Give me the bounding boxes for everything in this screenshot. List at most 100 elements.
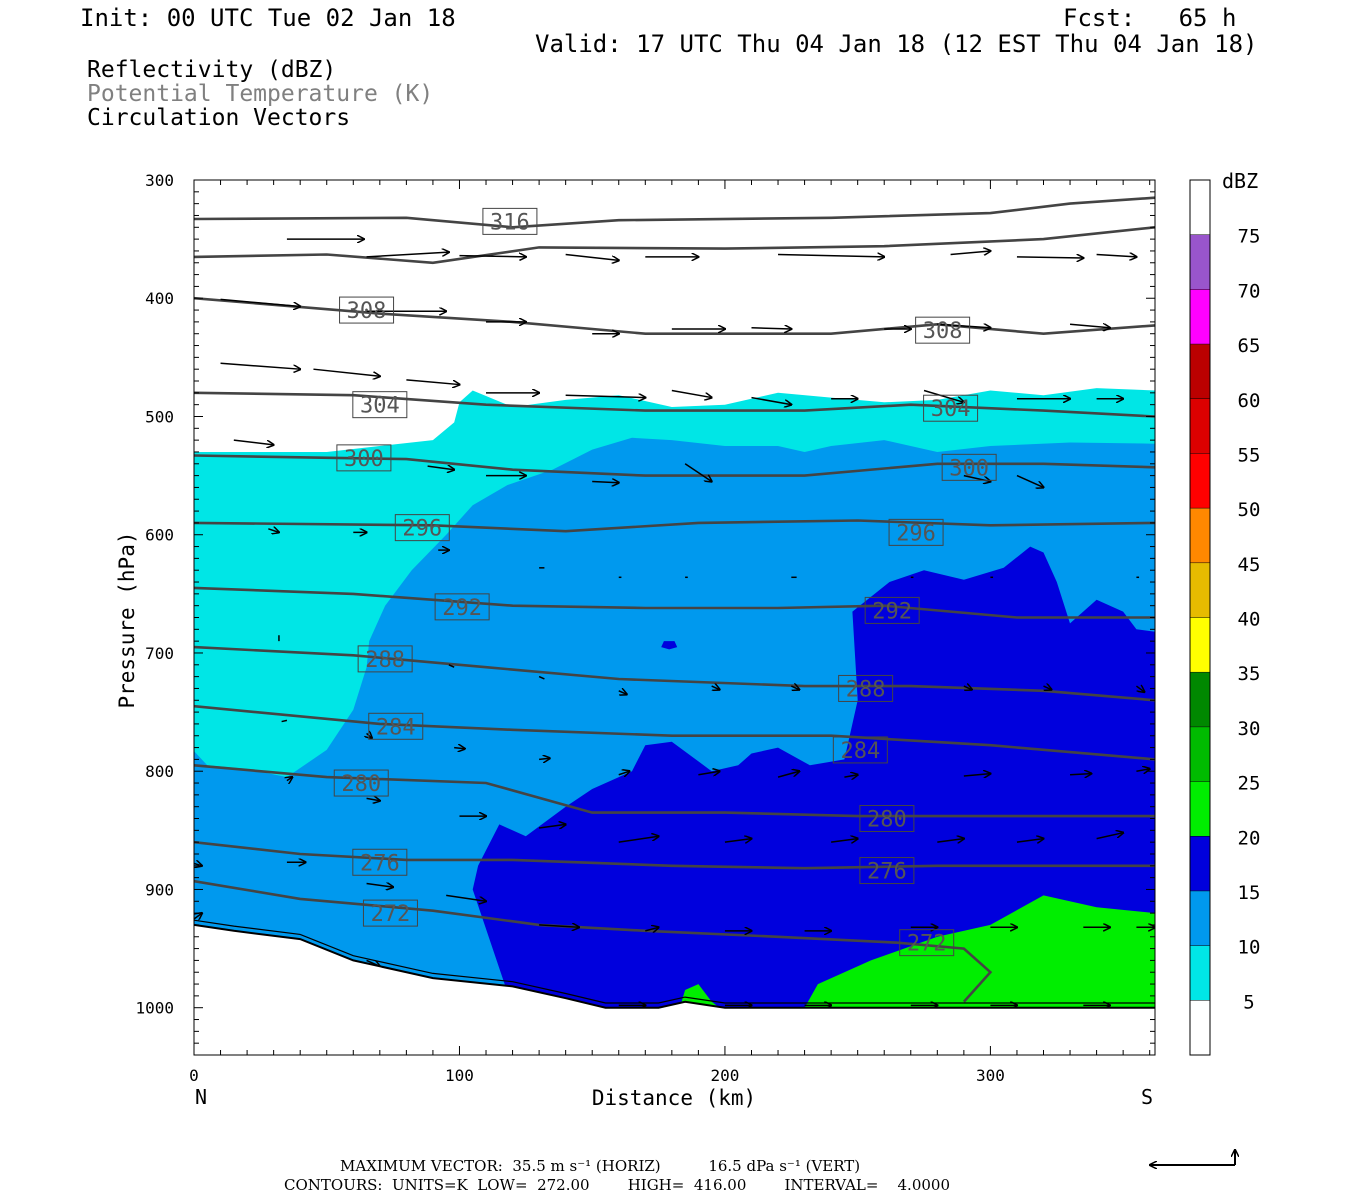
circulation-vector	[194, 863, 202, 865]
y-tick-label: 600	[145, 526, 174, 545]
x-axis-label: Distance (km)	[592, 1086, 756, 1110]
contour-label-304: 304	[923, 394, 979, 422]
circulation-vector	[831, 839, 858, 843]
colorbar-swatch	[1190, 234, 1210, 290]
circulation-vector	[645, 927, 658, 931]
colorbar-tick-label: 50	[1238, 499, 1261, 521]
svg-text:292: 292	[442, 596, 482, 621]
reference-vector-icon	[1150, 1150, 1235, 1165]
circulation-vector	[1096, 833, 1124, 840]
circulation-vector	[459, 256, 525, 257]
circulation-vector	[1069, 324, 1110, 328]
contour-label-288: 288	[838, 674, 894, 702]
contour-label-272: 272	[362, 899, 418, 927]
theta-contour-300	[194, 454, 1155, 477]
circulation-vector	[950, 251, 991, 255]
colorbar-swatch	[1190, 508, 1210, 563]
colorbar-tick-label: 60	[1238, 390, 1261, 412]
colorbar-swatch	[1190, 617, 1210, 673]
colorbar-tick-label: 30	[1238, 718, 1261, 740]
colorbar-tick-label: 40	[1238, 609, 1261, 631]
circulation-vector	[1016, 257, 1083, 258]
circulation-vector	[963, 686, 972, 690]
y-tick-label: 900	[145, 880, 174, 899]
colorbar-tick-label: 10	[1238, 937, 1261, 959]
circulation-vector	[1135, 686, 1144, 692]
circulation-vector	[963, 774, 991, 776]
circulation-vector	[539, 925, 579, 927]
circulation-vector	[448, 664, 455, 668]
reflectivity-region-15dbz	[472, 546, 1155, 1008]
y-tick-label: 400	[145, 289, 174, 308]
svg-text:288: 288	[365, 648, 405, 673]
circulation-vector	[1016, 474, 1044, 488]
contour-label-292: 292	[864, 596, 920, 624]
circulation-vector	[268, 529, 279, 533]
svg-text:272: 272	[907, 932, 947, 957]
contour-label-280: 280	[333, 769, 389, 797]
circulation-vector	[698, 771, 719, 775]
theta-contour-296	[194, 519, 1155, 533]
init-time: Init: 00 UTC Tue 02 Jan 18	[80, 4, 456, 32]
theta-contour-308	[194, 296, 1155, 336]
y-axis-label: Pressure (hPa)	[115, 531, 139, 708]
field-theta: Potential Temperature (K)	[87, 81, 434, 107]
colorbar-swatch	[1190, 453, 1210, 509]
circulation-vector	[220, 362, 301, 369]
colorbar-tick-label: 75	[1238, 226, 1261, 248]
svg-text:272: 272	[371, 902, 411, 927]
field-vectors: Circulation Vectors	[87, 105, 351, 131]
y-tick-label: 300	[145, 171, 174, 190]
circulation-vector	[778, 254, 884, 256]
circulation-vector	[937, 839, 964, 843]
circulation-vector	[751, 396, 791, 405]
colorbar-tick-label: 55	[1238, 444, 1261, 466]
circulation-vector	[233, 439, 274, 445]
circulation-vector	[923, 389, 964, 402]
contour-label-284: 284	[368, 712, 424, 740]
circulation-vector	[618, 691, 627, 695]
contour-label-284: 284	[832, 736, 888, 764]
circulation-vector	[724, 839, 752, 843]
svg-text:280: 280	[867, 808, 907, 833]
circulation-vector	[539, 758, 550, 759]
circulation-vector	[684, 463, 712, 482]
theta-contour-288	[194, 645, 1155, 702]
circulation-vector	[366, 884, 394, 888]
circulation-vector	[446, 894, 486, 901]
svg-text:308: 308	[347, 299, 387, 324]
circulation-vector	[366, 252, 449, 258]
colorbar-swatch	[1190, 289, 1210, 345]
contour-label-300: 300	[336, 444, 392, 472]
y-tick-label: 500	[145, 407, 174, 426]
colorbar-swatch	[1190, 344, 1210, 399]
colorbar-swatch	[1190, 890, 1210, 946]
contour-label-280: 280	[859, 805, 915, 833]
circulation-vector	[791, 686, 799, 690]
colorbar-swatch	[1190, 836, 1210, 891]
svg-text:304: 304	[931, 397, 971, 422]
contour-label-300: 300	[941, 453, 997, 481]
colorbar-swatch	[1190, 1000, 1210, 1055]
colorbar-swatch	[1190, 945, 1210, 1001]
svg-text:280: 280	[341, 772, 381, 797]
svg-text:276: 276	[360, 851, 400, 876]
colorbar-tick-label: 15	[1238, 882, 1261, 904]
svg-text:276: 276	[867, 860, 907, 885]
svg-text:288: 288	[846, 677, 886, 702]
colorbar-tick-label: 45	[1238, 554, 1261, 576]
contour-label-288: 288	[357, 645, 413, 673]
svg-text:308: 308	[923, 319, 963, 344]
svg-text:300: 300	[949, 456, 989, 481]
valid-time: Valid: 17 UTC Thu 04 Jan 18 (12 EST Thu …	[535, 30, 1258, 58]
circulation-vector	[313, 368, 379, 376]
y-tick-label: 700	[145, 644, 174, 663]
circulation-vector	[618, 771, 630, 775]
colorbar-swatch	[1190, 562, 1210, 618]
colorbar-swatch	[1190, 398, 1210, 454]
circulation-vector	[194, 913, 202, 919]
circulation-vector	[844, 775, 857, 777]
svg-text:296: 296	[896, 521, 936, 546]
contour-label-296: 296	[394, 514, 450, 542]
